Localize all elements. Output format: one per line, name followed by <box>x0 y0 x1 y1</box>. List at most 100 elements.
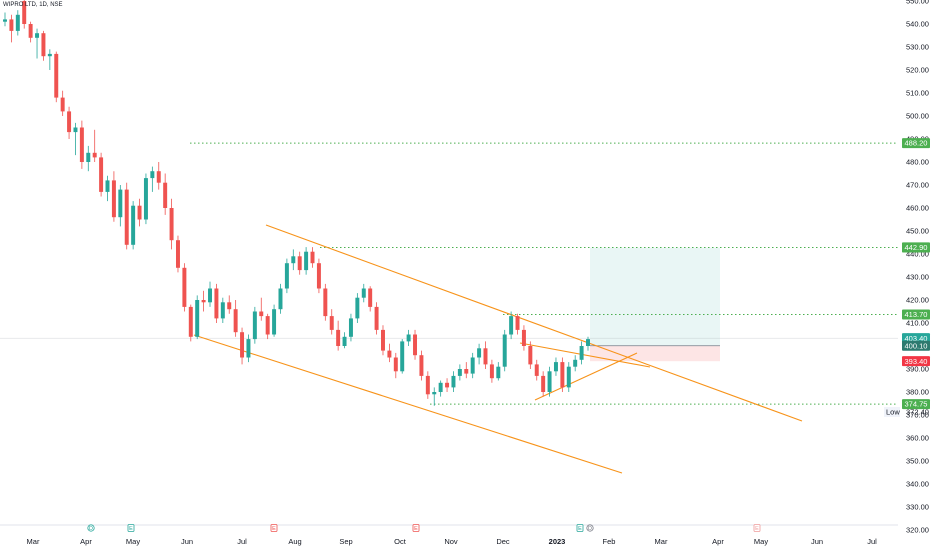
candle-body <box>175 240 180 268</box>
price-tick-label: 380.00 <box>906 388 929 397</box>
candle-body <box>566 366 571 388</box>
level-price-tag <box>902 309 930 320</box>
time-tick-label: Nov <box>444 537 458 546</box>
candle-body <box>316 263 321 289</box>
axis-price-tag <box>902 356 930 367</box>
candle-body <box>233 309 238 333</box>
candle-body <box>54 53 59 98</box>
time-tick-label: Oct <box>394 537 407 546</box>
time-tick-label: Dec <box>496 537 510 546</box>
price-tick-label: 370.00 <box>906 411 929 420</box>
candle-body <box>79 127 84 162</box>
time-tick-label: Jul <box>867 537 877 546</box>
candle-body <box>387 350 392 358</box>
candle-body <box>124 189 129 245</box>
event-icon-letter: E <box>272 526 276 532</box>
time-tick-label: Apr <box>712 537 724 546</box>
candle-body <box>195 300 200 337</box>
time-tick-label: Jul <box>237 537 247 546</box>
price-tick-label: 550.00 <box>906 0 929 6</box>
candle-body <box>163 182 168 208</box>
candle-body <box>73 127 78 133</box>
candle-body <box>41 33 46 57</box>
level-price-label: 488.20 <box>905 139 928 148</box>
candle-body <box>188 306 193 337</box>
low-tag-label: Low <box>886 408 900 417</box>
low-value-label: 372.40 <box>906 408 929 417</box>
candle-body <box>99 157 104 192</box>
axis-price-tag <box>902 333 930 344</box>
level-price-label: 413.70 <box>905 310 928 319</box>
candle-body <box>483 348 488 365</box>
trendline <box>193 334 623 474</box>
candle-body <box>541 375 546 392</box>
earnings-event-icon <box>270 524 278 532</box>
event-icon-letter: E <box>755 526 759 532</box>
candle-body <box>502 334 507 367</box>
candle-body <box>534 364 539 376</box>
price-tick-label: 470.00 <box>906 181 929 190</box>
candle-body <box>496 366 501 379</box>
candle-body <box>227 302 232 310</box>
candle-body <box>28 24 33 38</box>
price-tick-label: 480.00 <box>906 158 929 167</box>
candle-body <box>579 346 584 360</box>
candle-body <box>573 359 578 367</box>
candle-body <box>393 357 398 372</box>
candle-body <box>336 329 341 346</box>
candle-body <box>361 288 366 298</box>
candle-body <box>137 205 142 220</box>
level-price-tag <box>902 138 930 149</box>
candle-body <box>528 346 533 365</box>
candle-body <box>489 364 494 379</box>
event-icon-letter: D <box>588 526 592 532</box>
dividend-event-icon <box>87 524 95 532</box>
candle-body <box>432 392 437 395</box>
candle-body <box>406 334 411 342</box>
candle-body <box>35 33 40 38</box>
level-price-label: 374.75 <box>905 400 928 409</box>
candle-body <box>381 329 385 351</box>
earnings-event-icon <box>576 524 584 532</box>
candle-body <box>310 251 315 264</box>
candle-body <box>156 171 161 183</box>
candle-body <box>457 369 462 376</box>
axis-price-label: 393.40 <box>905 357 928 366</box>
price-tick-label: 340.00 <box>906 480 929 489</box>
dividend-event-icon <box>586 524 594 532</box>
axis-price-tag <box>902 242 930 253</box>
price-tick-label: 320.00 <box>906 526 929 535</box>
candle-body <box>342 336 347 346</box>
candle-body <box>323 288 328 317</box>
event-icon-letter: E <box>414 526 418 532</box>
time-tick-label: Jun <box>181 537 193 546</box>
candle-body <box>143 178 148 220</box>
candle-body <box>419 355 424 376</box>
candle-body <box>15 14 20 31</box>
candle-body <box>304 251 309 271</box>
event-icon-letter: D <box>89 526 93 532</box>
time-tick-label: 2023 <box>549 537 566 546</box>
trendline <box>519 342 651 368</box>
candle-body <box>246 339 251 358</box>
candle-body <box>477 348 482 358</box>
symbol-title: WIPRO LTD, 1D, NSE <box>3 2 63 8</box>
candle-body <box>348 318 353 337</box>
price-tick-label: 330.00 <box>906 503 929 512</box>
candle-body <box>150 171 155 179</box>
candle-body <box>105 180 110 192</box>
candle-body <box>22 1 27 24</box>
candle-body <box>355 297 360 319</box>
price-tick-label: 440.00 <box>906 250 929 259</box>
earnings-event-icon <box>127 524 135 532</box>
candle-body <box>368 288 373 307</box>
candle-body <box>451 375 456 388</box>
candle-body <box>265 316 270 335</box>
event-icon-letter: E <box>129 526 133 532</box>
candle-body <box>445 382 450 388</box>
candle-body <box>272 309 277 335</box>
candle-body <box>3 19 7 22</box>
axis-price-label: 403.40 <box>905 334 928 343</box>
